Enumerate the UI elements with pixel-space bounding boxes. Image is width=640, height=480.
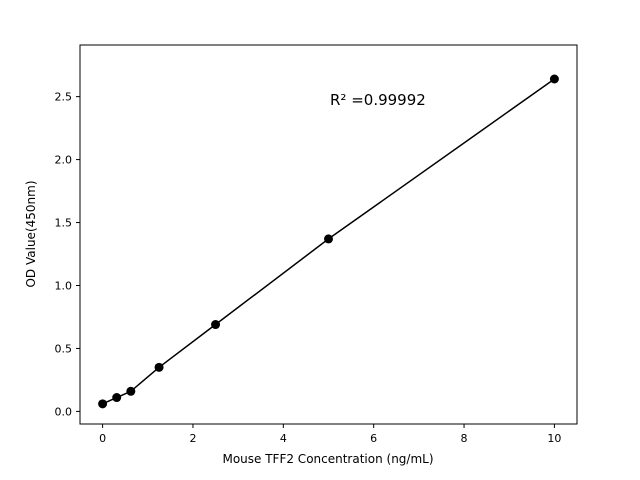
x-tick-label: 6 (370, 432, 377, 445)
r-squared-annotation: R² =0.99992 (330, 91, 426, 109)
x-tick-label: 8 (461, 432, 468, 445)
data-point-marker (549, 74, 559, 84)
x-tick-label: 4 (280, 432, 287, 445)
data-point-marker (154, 362, 164, 372)
y-tick-label: 2.5 (55, 91, 73, 104)
x-axis-label: Mouse TFF2 Concentration (ng/mL) (222, 452, 434, 466)
y-tick-label: 1.0 (55, 279, 73, 292)
axes-box (79, 44, 578, 425)
data-point-marker (126, 386, 136, 396)
data-point-marker (112, 393, 122, 403)
y-axis-label: OD Value(450nm) (24, 180, 38, 288)
x-tick-label: 2 (189, 432, 196, 445)
data-point-marker (211, 320, 221, 330)
x-tick-label: 0 (99, 432, 106, 445)
data-point-marker (324, 234, 333, 244)
y-tick-label: 0.5 (55, 342, 73, 355)
y-tick-label: 2.0 (55, 154, 73, 167)
data-point-marker (98, 399, 108, 409)
y-tick-label: 0.0 (55, 405, 73, 418)
y-tick-label: 1.5 (55, 217, 73, 230)
x-tick-label: 10 (547, 432, 561, 445)
